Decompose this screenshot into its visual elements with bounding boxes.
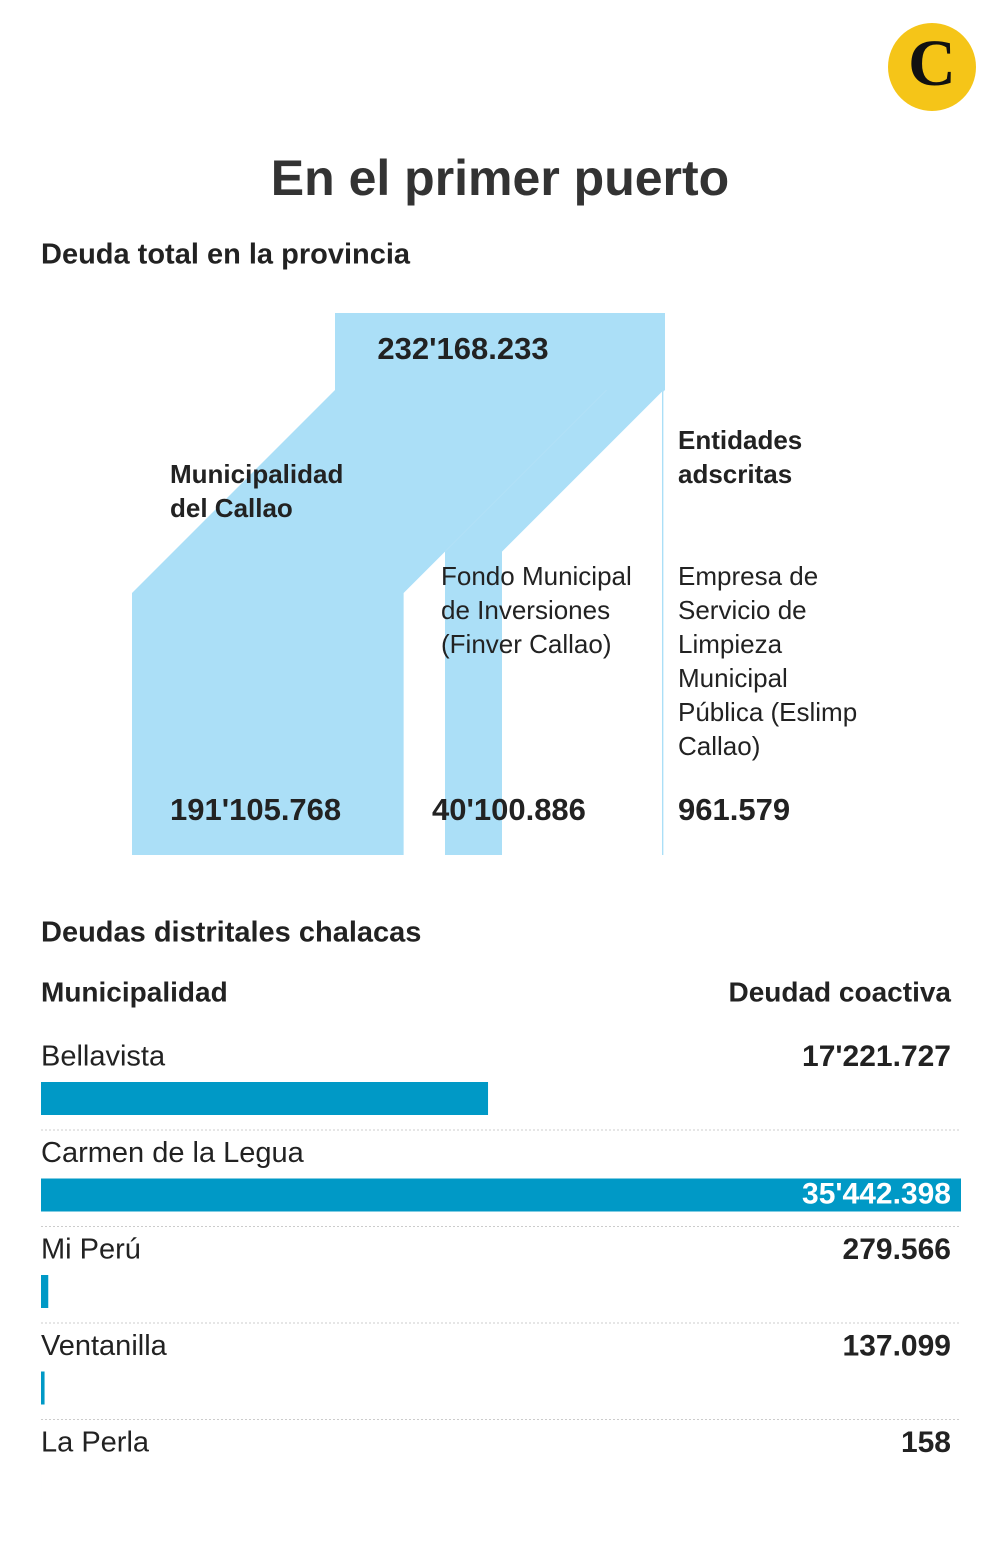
total-label: 232'168.233 (377, 331, 549, 366)
flow (445, 390, 664, 855)
value-label: 137.099 (843, 1329, 951, 1362)
flow (662, 390, 665, 855)
node-value: 40'100.886 (432, 792, 586, 827)
title: En el primer puerto (271, 150, 729, 206)
section-title: Deuda total en la provincia (41, 239, 411, 271)
section-title: Deudas distritales chalacas (41, 917, 421, 949)
value-label: 35'442.398 (802, 1177, 951, 1210)
value-label: 279.566 (843, 1233, 951, 1266)
value-label: 158 (901, 1426, 951, 1459)
bar (41, 1082, 489, 1115)
category-label: Ventanilla (41, 1330, 168, 1362)
group-label: Entidades adscritas (678, 425, 803, 489)
bar (41, 1275, 49, 1308)
node-label: Fondo Municipal de Inversiones (Finver C… (441, 561, 632, 659)
category-label: Carmen de la Legua (41, 1137, 305, 1169)
category-label: Mi Perú (41, 1234, 141, 1266)
logo: C (908, 27, 956, 100)
total-block (335, 313, 665, 390)
logo-circle (888, 23, 976, 111)
column-header: Deudad coactiva (728, 976, 951, 1007)
bar (41, 1178, 961, 1212)
value-label: 17'221.727 (802, 1040, 951, 1073)
column-header: Municipalidad (41, 976, 228, 1007)
node-value: 961.579 (678, 792, 791, 827)
flow (132, 390, 607, 855)
node-label: Empresa de Servicio de Limpieza Municipa… (678, 561, 858, 761)
node-value: 191'105.768 (170, 792, 342, 827)
category-label: Bellavista (41, 1041, 166, 1073)
node-label: Municipalidad del Callao (170, 459, 344, 523)
bar (41, 1371, 45, 1405)
category-label: La Perla (41, 1427, 150, 1459)
